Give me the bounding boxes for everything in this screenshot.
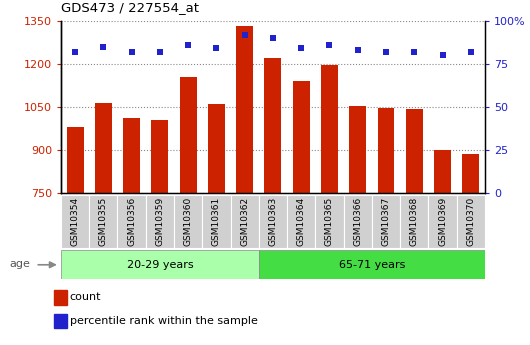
Bar (372, 195, 400, 248)
Text: GSM10367: GSM10367 (382, 197, 391, 246)
Text: GDS473 / 227554_at: GDS473 / 227554_at (61, 1, 199, 14)
Bar (95, 103, 112, 345)
Point (410, 49, 419, 55)
Point (354, 47, 362, 53)
Bar (118, 195, 146, 248)
Point (184, 42, 192, 48)
Text: GSM10363: GSM10363 (269, 197, 277, 246)
Text: percentile rank within the sample: percentile rank within the sample (69, 316, 258, 326)
Bar (202, 195, 231, 248)
Text: GSM10365: GSM10365 (325, 197, 334, 246)
Point (269, 35, 277, 41)
Text: GSM10369: GSM10369 (438, 197, 447, 246)
Text: GSM10354: GSM10354 (70, 197, 80, 246)
Text: GSM10368: GSM10368 (410, 197, 419, 246)
Bar (462, 155, 479, 345)
Text: GSM10356: GSM10356 (127, 197, 136, 246)
Bar (406, 109, 423, 345)
Text: GSM10361: GSM10361 (212, 197, 221, 246)
Point (212, 46, 220, 51)
Text: count: count (69, 293, 101, 302)
Bar (152, 120, 169, 345)
Bar (123, 118, 140, 345)
Bar (315, 195, 343, 248)
Bar (377, 108, 394, 345)
Bar (287, 195, 315, 248)
Bar (349, 106, 366, 345)
Text: GSM10370: GSM10370 (466, 197, 475, 246)
Point (71, 49, 80, 55)
Bar (434, 150, 451, 345)
Bar (61, 250, 259, 279)
Point (127, 49, 136, 55)
Bar (321, 65, 338, 345)
Text: 20-29 years: 20-29 years (127, 260, 193, 270)
Text: GSM10355: GSM10355 (99, 197, 108, 246)
Point (325, 42, 334, 48)
Point (466, 49, 475, 55)
Point (438, 52, 447, 58)
Bar (174, 195, 202, 248)
Bar (343, 195, 372, 248)
Text: GSM10366: GSM10366 (354, 197, 362, 246)
Point (99, 44, 108, 49)
Bar (89, 195, 118, 248)
Text: GSM10362: GSM10362 (240, 197, 249, 246)
Text: 65-71 years: 65-71 years (339, 260, 405, 270)
Bar (428, 195, 457, 248)
Bar (259, 250, 485, 279)
Bar (54, 314, 67, 328)
Bar (61, 195, 89, 248)
Bar (180, 77, 197, 345)
Text: GSM10360: GSM10360 (184, 197, 192, 246)
Bar (208, 104, 225, 345)
Point (382, 49, 390, 55)
Point (297, 46, 305, 51)
Bar (54, 290, 67, 305)
Bar (146, 195, 174, 248)
Bar (293, 81, 310, 345)
Point (156, 49, 164, 55)
Bar (264, 58, 281, 345)
Text: GSM10359: GSM10359 (155, 197, 164, 246)
Bar (457, 195, 485, 248)
Text: age: age (9, 259, 30, 269)
Bar (67, 127, 84, 345)
Bar (400, 195, 428, 248)
Text: GSM10364: GSM10364 (297, 197, 306, 246)
Bar (236, 27, 253, 345)
Point (241, 32, 249, 37)
Bar (231, 195, 259, 248)
Bar (259, 195, 287, 248)
